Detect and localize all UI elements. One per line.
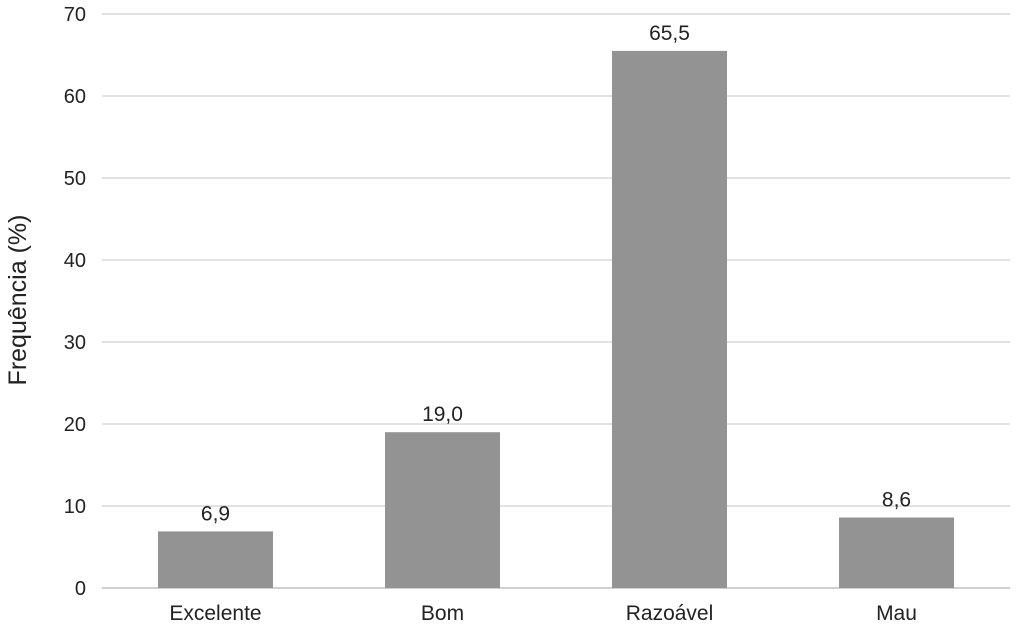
bar-excelente xyxy=(158,531,273,588)
y-tick-label: 0 xyxy=(75,578,86,600)
y-axis-ticks: 0 10 20 30 40 50 60 70 xyxy=(64,4,86,600)
bar-mau xyxy=(839,517,954,588)
data-label: 6,9 xyxy=(201,502,230,525)
bar-bom xyxy=(385,432,500,588)
y-tick-label: 70 xyxy=(64,4,86,26)
y-tick-label: 10 xyxy=(64,496,86,518)
data-labels: 6,9 19,0 65,5 8,6 xyxy=(201,22,911,526)
data-label: 19,0 xyxy=(422,403,463,426)
data-label: 65,5 xyxy=(649,22,690,45)
bars xyxy=(158,50,954,588)
y-tick-label: 40 xyxy=(64,250,86,272)
x-category-label: Mau xyxy=(876,602,917,625)
bar-razoável xyxy=(612,50,727,588)
x-category-label: Bom xyxy=(421,602,464,625)
data-label: 8,6 xyxy=(882,488,911,511)
y-tick-label: 60 xyxy=(64,86,86,108)
x-category-label: Excelente xyxy=(169,602,261,625)
x-axis-categories: Excelente Bom Razoável Mau xyxy=(169,602,917,625)
x-category-label: Razoável xyxy=(626,602,714,625)
gridlines xyxy=(102,13,1010,589)
y-axis-title: Frequência (%) xyxy=(4,215,32,386)
y-tick-label: 50 xyxy=(64,168,86,190)
y-tick-label: 20 xyxy=(64,414,86,436)
y-tick-label: 30 xyxy=(64,332,86,354)
